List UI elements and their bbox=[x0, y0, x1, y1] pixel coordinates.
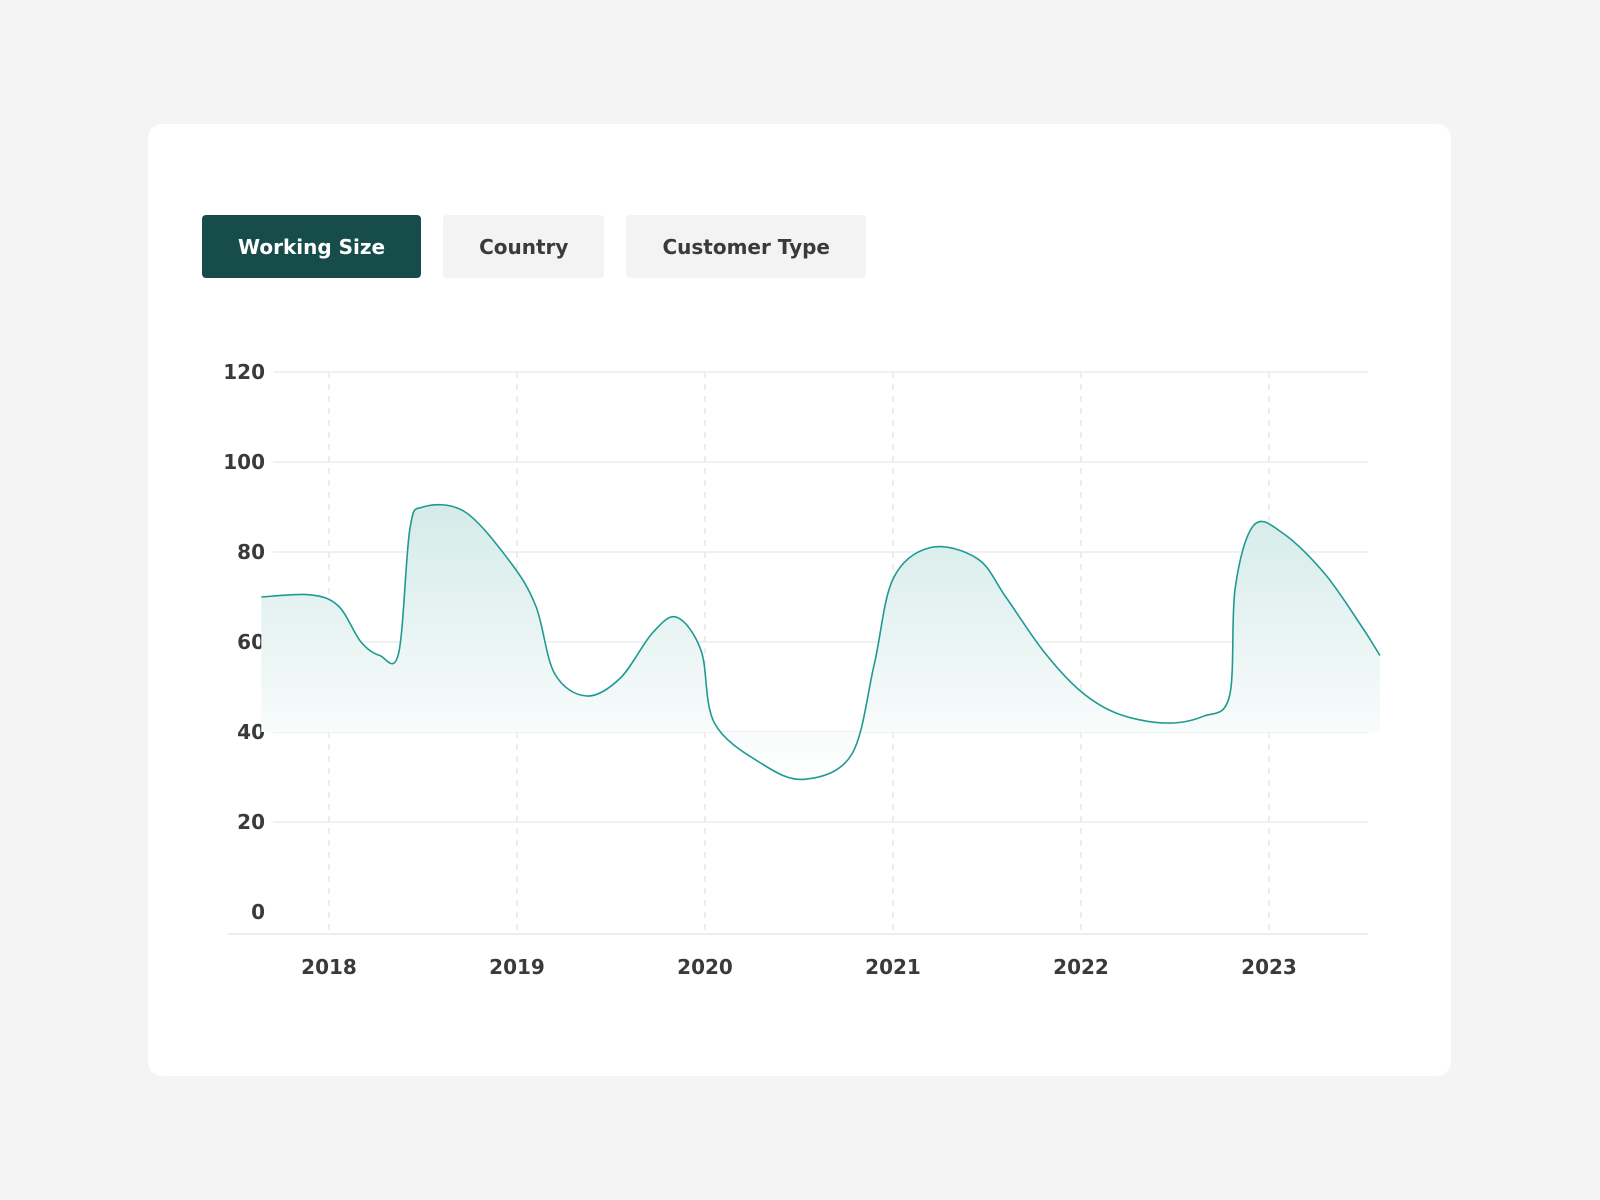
y-tick-label-100: 100 bbox=[223, 450, 265, 474]
filter-tabs: Working Size Country Customer Type bbox=[202, 215, 866, 278]
series-line bbox=[261, 503, 1381, 781]
x-tick-label-2019: 2019 bbox=[489, 955, 545, 979]
y-tick-label-0: 0 bbox=[251, 900, 265, 924]
tab-country[interactable]: Country bbox=[443, 215, 605, 278]
tab-working-size[interactable]: Working Size bbox=[202, 215, 422, 278]
y-tick-label-80: 80 bbox=[237, 540, 265, 564]
y-tick-label-120: 120 bbox=[223, 360, 265, 384]
chart-area: 0 20 40 60 80 100 120 2018 2019 2020 2021 2022 2023 bbox=[148, 124, 1451, 1076]
area-chart: 0 20 40 60 80 100 120 2018 2019 2020 2021 2022 2023 bbox=[223, 360, 1381, 979]
y-tick-label-40: 40 bbox=[237, 720, 265, 744]
x-tick-label-2023: 2023 bbox=[1241, 955, 1297, 979]
tab-customer-type[interactable]: Customer Type bbox=[626, 215, 866, 278]
x-tick-label-2021: 2021 bbox=[865, 955, 921, 979]
x-tick-label-2020: 2020 bbox=[677, 955, 733, 979]
area-fill bbox=[261, 504, 1380, 780]
y-tick-label-20: 20 bbox=[237, 810, 265, 834]
x-tick-label-2018: 2018 bbox=[301, 955, 357, 979]
y-tick-label-60: 60 bbox=[237, 630, 265, 654]
x-tick-label-2022: 2022 bbox=[1053, 955, 1109, 979]
chart-card: 0 20 40 60 80 100 120 2018 2019 2020 2021 2022 2023 … bbox=[148, 124, 1451, 1076]
